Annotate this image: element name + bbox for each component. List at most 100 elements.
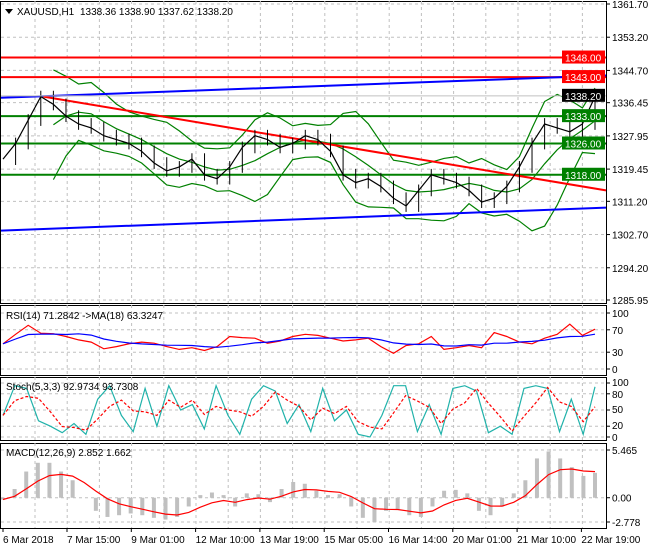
macd-histogram-bar (593, 472, 597, 498)
x-tick-label: 13 Mar 19:00 (260, 535, 319, 546)
macd-histogram-bar (279, 489, 284, 498)
price-tags: 1348.00 1343.00 1333.00 1326.00 1318.00 1338.… (562, 50, 605, 182)
y-tick-label: 0 (612, 365, 618, 376)
y-tick-label: 1319.45 (612, 165, 649, 176)
macd-histogram-bar (453, 489, 458, 498)
macd-histogram-bar (244, 493, 249, 498)
level-label: 1333.00 (565, 112, 602, 123)
y-tick-label: 1336.45 (612, 99, 649, 110)
rsi-label: RSI(14) 71.2842 ->MA(18) 63.3247 (6, 311, 163, 322)
rsi-line (2, 323, 596, 354)
x-tick-label: 9 Mar 01:00 (131, 535, 185, 546)
macd-histogram-bar (163, 497, 168, 520)
macd-histogram-bar (407, 497, 412, 516)
macd-histogram-bar (372, 497, 377, 523)
macd-histogram-bar (1, 497, 5, 500)
y-tick-label: 0 (612, 433, 618, 444)
macd-histogram-bar (105, 497, 110, 517)
macd-histogram-bar (534, 458, 539, 498)
x-tick-label: 6 Mar 2018 (3, 535, 54, 546)
y-tick-label: 30 (612, 348, 624, 359)
panel-frame (0, 305, 607, 376)
macd-histogram-bar (384, 497, 389, 511)
macd-label: MACD(12,26,9) 2.852 1.662 (6, 448, 132, 459)
macd-histogram-bar (302, 483, 307, 498)
macd-signal-line (2, 468, 596, 516)
y-tick-label: 5.465 (612, 446, 637, 457)
macd-histogram-bar (24, 471, 29, 498)
macd-histogram-bar (360, 497, 365, 518)
y-tick-label: 1302.70 (612, 231, 649, 242)
macd-histogram-bar (256, 494, 261, 498)
bollinger-lower (52, 139, 596, 232)
x-tick-label: 7 Mar 15:00 (67, 535, 121, 546)
trendline (0, 206, 607, 232)
collapse-triangle-icon[interactable] (5, 9, 13, 14)
macd-histogram-bar (558, 458, 563, 498)
stoch-main-line (2, 383, 596, 438)
macd-histogram-bar (267, 497, 272, 503)
macd-histogram-bar (395, 497, 400, 510)
level-tag (562, 109, 605, 123)
macd-histogram-bar (140, 497, 145, 516)
level-tag (562, 136, 605, 150)
price-panel[interactable] (0, 56, 607, 232)
level-label: 1343.00 (565, 73, 602, 84)
macd-histogram-bar (337, 494, 342, 498)
level-tag (562, 50, 605, 64)
macd-histogram-bar (221, 495, 226, 498)
level-tag (562, 167, 605, 181)
stoch-panel[interactable] (2, 383, 596, 438)
trendline (0, 74, 607, 99)
x-tick-label: 20 Mar 01:00 (453, 535, 512, 546)
price-tag (562, 88, 605, 102)
y-tick-label: 50 (612, 405, 624, 416)
y-tick-label: 80 (612, 390, 624, 401)
macd-histogram-bar (70, 480, 75, 498)
macd-histogram-bar (291, 482, 296, 498)
macd-histogram-bar (581, 475, 586, 498)
y-tick-label: 100 (612, 309, 629, 320)
y-tick-label: 1361.70 (612, 0, 649, 11)
macd-histogram-bar (430, 497, 435, 507)
trendline (43, 95, 607, 192)
macd-histogram-bar (349, 497, 354, 507)
macd-histogram-bar (511, 493, 516, 498)
x-tick-label: 12 Mar 10:00 (196, 535, 255, 546)
level-label: 1348.00 (565, 54, 602, 65)
macd-histogram-bar (186, 497, 191, 507)
panel-frame (0, 1, 607, 304)
macd-histogram-bar (35, 462, 40, 498)
ohlc-values: 1338.36 1338.90 1337.62 1338.20 (80, 7, 233, 18)
bollinger-middle (53, 111, 596, 193)
macd-histogram-bar (465, 493, 470, 498)
y-tick-label: 1344.70 (612, 66, 649, 77)
axes: 6 Mar 2018 7 Mar 15:00 9 Mar 01:00 12 Mar 1… (2, 0, 649, 546)
macd-histogram-bar (93, 497, 98, 511)
macd-histogram-bar (12, 489, 17, 498)
macd-histogram-bar (175, 497, 180, 517)
current-price-label: 1338.20 (565, 92, 602, 103)
macd-histogram-bar (418, 497, 423, 517)
macd-histogram-bar (569, 467, 574, 498)
macd-histogram-bar (128, 497, 133, 514)
y-tick-label: 1327.95 (612, 132, 649, 143)
rsi-ma-line (2, 333, 596, 348)
macd-histogram-bar (523, 480, 528, 498)
y-tick-label: 1353.20 (612, 33, 649, 44)
y-tick-label: 1285.95 (612, 296, 649, 307)
y-tick-label: -2.778 (612, 518, 641, 529)
x-tick-label: 15 Mar 05:00 (324, 535, 383, 546)
x-tick-label: 16 Mar 14:00 (389, 535, 448, 546)
y-tick-label: 20 (612, 421, 624, 432)
macd-histogram-bar (476, 497, 481, 511)
macd-panel[interactable] (1, 451, 597, 523)
rsi-panel[interactable] (2, 323, 596, 354)
symbol-title: XAUUSD,H1 (17, 7, 75, 18)
x-tick-label: 22 Mar 19:00 (581, 535, 640, 546)
y-tick-label: 0.00 (612, 494, 632, 505)
y-tick-label: 70 (612, 326, 624, 337)
macd-histogram-bar (314, 490, 319, 498)
level-label: 1326.00 (565, 140, 602, 151)
